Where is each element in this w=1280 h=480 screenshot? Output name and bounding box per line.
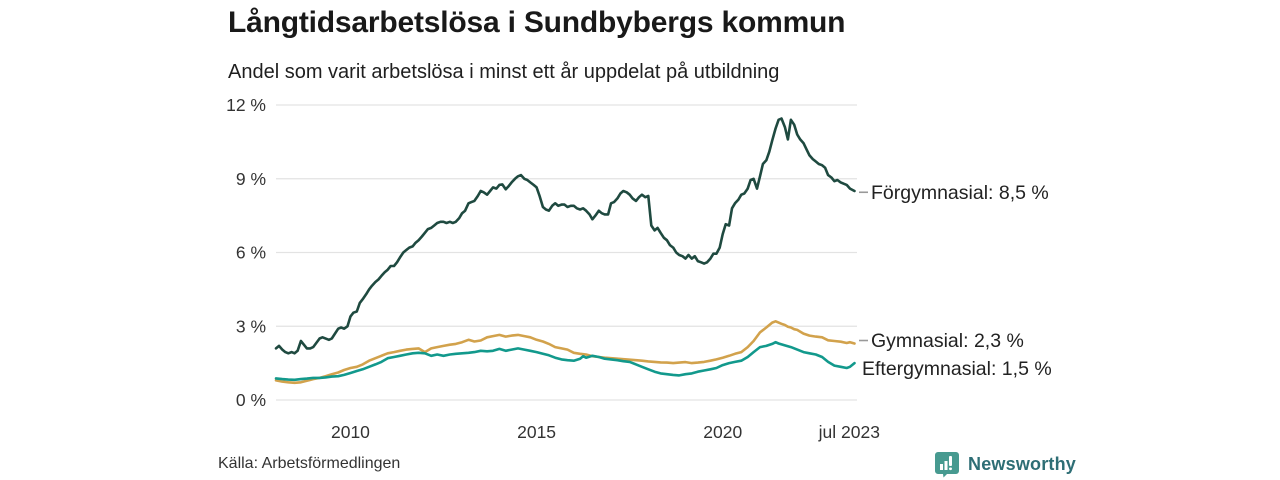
newsworthy-logo[interactable]: Newsworthy <box>934 450 1076 478</box>
x-tick-label: jul 2023 <box>818 422 880 442</box>
series-line-gymnasial <box>274 319 856 385</box>
page-title: Långtidsarbetslösa i Sundbybergs kommun <box>228 6 846 39</box>
series-end-label: Förgymnasial: 8,5 % <box>871 182 1049 204</box>
y-tick-label: 12 % <box>226 95 266 115</box>
y-tick-label: 9 % <box>236 169 266 189</box>
series-end-label: Eftergymnasial: 1,5 % <box>862 358 1052 380</box>
x-tick-label: 2010 <box>331 422 370 442</box>
newsworthy-logo-text: Newsworthy <box>968 453 1077 474</box>
bar-chart-speech-bubble-icon <box>935 451 959 477</box>
x-tick-label: 2015 <box>517 422 556 442</box>
chart-subtitle: Andel som varit arbetslösa i minst ett å… <box>228 61 780 83</box>
series-line-eftergymnasial <box>274 340 856 382</box>
source-note: Källa: Arbetsförmedlingen <box>218 455 401 472</box>
y-tick-label: 3 % <box>236 316 266 336</box>
y-tick-label: 0 % <box>236 390 266 410</box>
series-line-förgymnasial <box>274 117 856 355</box>
x-tick-label: 2020 <box>703 422 742 442</box>
series-end-label: Gymnasial: 2,3 % <box>871 330 1024 352</box>
y-tick-label: 6 % <box>236 243 266 263</box>
